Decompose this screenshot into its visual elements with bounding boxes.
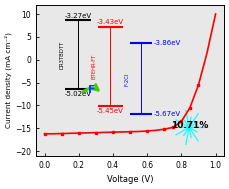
Text: -3.86eV: -3.86eV [154,40,181,46]
Text: BTEHR-FT: BTEHR-FT [92,53,97,79]
Text: -5.45eV: -5.45eV [97,108,124,114]
Text: F-2Cl: F-2Cl [124,72,129,86]
X-axis label: Voltage (V): Voltage (V) [107,175,153,184]
Text: -5.02eV: -5.02eV [64,91,91,97]
Text: -3.43eV: -3.43eV [97,19,124,25]
Text: 10.71%: 10.71% [171,121,209,130]
Y-axis label: Current density (mA cm⁻²): Current density (mA cm⁻²) [5,32,12,128]
Text: -5.67eV: -5.67eV [154,111,181,117]
Text: F: F [88,85,95,95]
Text: -3.27eV: -3.27eV [64,12,91,19]
Text: DR3TBDTT: DR3TBDTT [59,41,64,69]
